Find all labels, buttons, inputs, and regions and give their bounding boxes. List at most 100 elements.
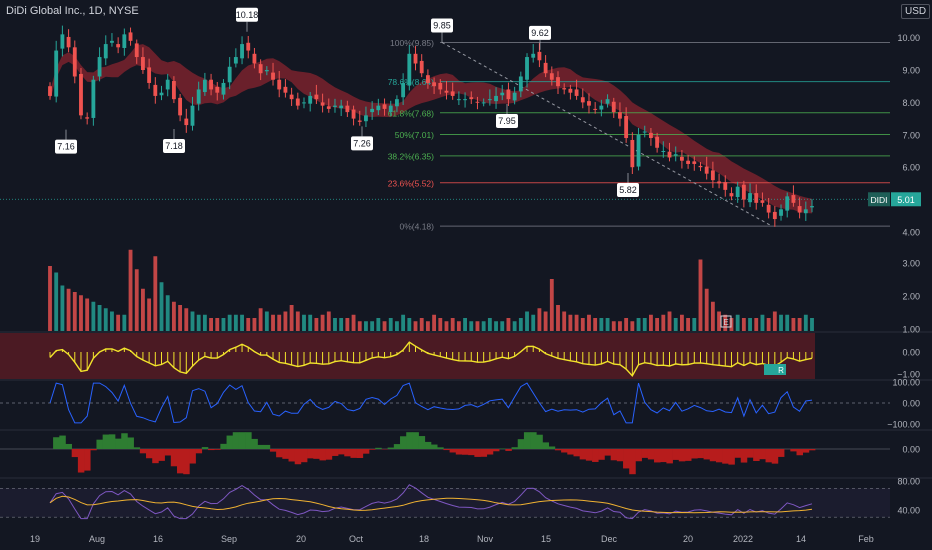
candle-body: [122, 34, 127, 48]
osc3-bar: [146, 449, 153, 459]
osc3-bar: [53, 437, 60, 449]
volume-bar: [382, 321, 387, 331]
osc3-bar: [369, 449, 376, 450]
candle-body: [748, 193, 752, 203]
volume-bar: [754, 318, 759, 331]
volume-bar: [791, 318, 796, 331]
candle-body: [351, 109, 356, 119]
volume-bar: [574, 314, 579, 331]
volume-bar: [91, 301, 96, 331]
candle-body: [450, 91, 455, 96]
volume-tick-label: 2.00: [902, 292, 920, 302]
time-tick-label: 15: [541, 534, 551, 544]
osc3-bar: [685, 449, 692, 461]
swing-label-box: [617, 183, 639, 198]
osc3-bar: [523, 432, 531, 449]
candle-body: [413, 53, 418, 64]
osc3-bar: [90, 449, 97, 451]
osc3-bar: [753, 449, 760, 461]
candle-body: [438, 82, 443, 90]
volume-bar: [611, 321, 616, 331]
candle-body: [469, 97, 474, 100]
symbol-tag: DIDI: [871, 195, 888, 205]
volume-bar: [345, 318, 350, 331]
osc3-bar: [139, 449, 147, 454]
candle-body: [810, 206, 814, 208]
candle-body: [425, 75, 430, 83]
candle-body: [196, 89, 201, 104]
osc3-bar: [127, 437, 134, 449]
volume-bar: [395, 321, 399, 331]
osc3-bar: [530, 432, 537, 449]
candle-body: [314, 94, 319, 100]
candle-body: [481, 102, 486, 104]
volume-bar: [810, 318, 814, 331]
volume-bar: [178, 305, 183, 331]
swing-label: 7.26: [353, 138, 371, 148]
candle-body: [661, 151, 666, 152]
candle-body: [642, 131, 647, 133]
candle-body: [760, 200, 765, 203]
candle-body: [710, 170, 715, 181]
candle-body: [147, 67, 152, 83]
candle-body: [754, 193, 759, 203]
candle-body: [803, 209, 808, 214]
osc3-bar: [808, 449, 816, 451]
candle-body: [326, 106, 331, 109]
volume-bar: [779, 314, 783, 331]
osc3-bar: [703, 449, 711, 460]
volume-bar: [97, 305, 102, 331]
volume-bar: [450, 318, 455, 331]
osc3-bar: [195, 449, 203, 454]
volume-bar: [48, 266, 52, 331]
volume-bar: [165, 295, 170, 331]
fib-level-label: 38.2%(6.35): [388, 151, 434, 161]
candle-body: [233, 57, 238, 64]
osc3-bar: [84, 449, 91, 471]
volume-bar: [512, 321, 517, 331]
volume-bar: [667, 311, 672, 331]
time-tick-label: Dec: [601, 534, 618, 544]
volume-bar: [748, 318, 752, 331]
volume-bar: [766, 318, 771, 331]
osc3-bar: [307, 449, 314, 459]
volume-bar: [147, 298, 152, 331]
osc2-tick-label: 0.00: [902, 399, 920, 409]
osc3-bar: [177, 449, 184, 474]
volume-bar: [252, 318, 257, 331]
volume-bar: [679, 314, 684, 331]
candle-body: [549, 73, 554, 80]
osc1-background: [0, 333, 815, 379]
volume-bar: [803, 314, 808, 331]
candle-body: [723, 182, 728, 190]
candle-body: [655, 136, 660, 148]
osc3-bar: [561, 449, 568, 453]
candle-body: [97, 57, 102, 77]
earnings-marker-box: [720, 315, 732, 328]
volume-bar: [549, 279, 554, 331]
candle-body: [302, 102, 306, 104]
osc3-bar: [300, 449, 308, 463]
osc3-bar: [461, 449, 469, 455]
volume-bar: [531, 314, 536, 331]
candle-body: [48, 86, 52, 96]
osc3-bar: [691, 449, 698, 459]
currency-button[interactable]: USD: [901, 4, 931, 19]
osc3-bar: [672, 449, 680, 460]
osc1-tick-label: −1.00: [897, 370, 920, 380]
volume-bar: [537, 308, 542, 331]
candle-body: [605, 99, 610, 104]
volume-bar: [376, 318, 381, 331]
candle-body: [209, 79, 213, 90]
candle-body: [72, 47, 77, 77]
candle-body: [295, 98, 300, 106]
price-tick-label: 10.00: [897, 33, 920, 43]
osc3-bar: [437, 447, 444, 449]
volume-bar: [184, 308, 189, 331]
volume-bar: [772, 311, 777, 331]
volume-bar: [233, 314, 238, 331]
osc3-bar: [331, 449, 339, 456]
symbol-tag-box: [868, 192, 890, 207]
osc3-bar: [251, 438, 258, 449]
